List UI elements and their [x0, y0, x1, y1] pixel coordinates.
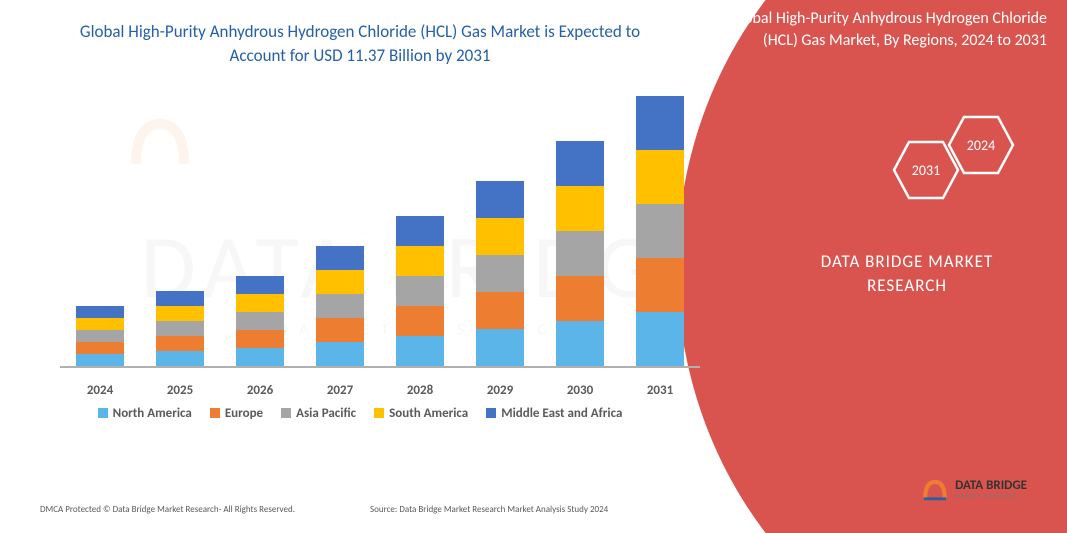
brand-text: DATA BRIDGE MARKET RESEARCH: [807, 250, 1007, 298]
legend-item: South America: [374, 406, 468, 421]
bar-segment: [236, 330, 284, 348]
left-panel: Global High-Purity Anhydrous Hydrogen Ch…: [0, 0, 720, 533]
legend-swatch: [374, 408, 384, 418]
bar-group: [156, 291, 204, 366]
bar-segment: [636, 258, 684, 312]
legend-swatch: [210, 408, 220, 418]
legend-label: North America: [113, 406, 192, 421]
legend-item: Asia Pacific: [281, 406, 356, 421]
bar-segment: [556, 276, 604, 321]
bar-segment: [556, 186, 604, 231]
bar-segment: [236, 312, 284, 330]
brand-logo-text-group: DATA BRIDGE MARKET RESEARCH: [955, 479, 1027, 500]
chart-legend: North America Europe Asia Pacific South Ame…: [0, 406, 720, 421]
bar-segment: [636, 204, 684, 258]
x-axis-label: 2025: [156, 383, 204, 398]
bar-segment: [156, 351, 204, 366]
bar-segment: [76, 330, 124, 342]
x-axis-labels: 2024 2025 2026 2027 2028 2029 2030 2031: [60, 383, 700, 398]
x-axis-label: 2027: [316, 383, 364, 398]
chart-title: Global High-Purity Anhydrous Hydrogen Ch…: [0, 0, 720, 78]
bar-segment: [396, 306, 444, 336]
bar-group: [316, 246, 364, 366]
brand-logo: DATA BRIDGE MARKET RESEARCH: [921, 475, 1027, 503]
bar-segment: [316, 246, 364, 270]
legend-item: Europe: [210, 406, 263, 421]
legend-label: Asia Pacific: [296, 406, 356, 421]
bar-segment: [316, 318, 364, 342]
legend-swatch: [281, 408, 291, 418]
bars-container: [60, 98, 700, 368]
bar-segment: [636, 150, 684, 204]
bar-group: [236, 276, 284, 366]
chart-area: 2024 2025 2026 2027 2028 2029 2030 2031: [60, 88, 700, 398]
hexagon-2024: 2024: [947, 115, 1015, 175]
x-axis-label: 2030: [556, 383, 604, 398]
bar-group: [76, 306, 124, 366]
footer-source: Source: Data Bridge Market Research Mark…: [370, 504, 608, 515]
bar-segment: [236, 294, 284, 312]
brand-logo-sub: MARKET RESEARCH: [955, 492, 1027, 500]
bar-segment: [316, 342, 364, 366]
bar-segment: [556, 321, 604, 366]
bar-segment: [76, 318, 124, 330]
bar-segment: [476, 329, 524, 366]
bar-segment: [236, 276, 284, 294]
hexagon-2031-label: 2031: [912, 162, 940, 179]
bar-segment: [396, 246, 444, 276]
bar-segment: [636, 312, 684, 366]
bar-segment: [156, 336, 204, 351]
bar-group: [476, 181, 524, 366]
bar-segment: [156, 306, 204, 321]
footer-copyright: DMCA Protected © Data Bridge Market Rese…: [40, 504, 295, 515]
bar-segment: [476, 292, 524, 329]
brand-logo-icon: [921, 475, 949, 503]
bar-segment: [156, 291, 204, 306]
legend-item: Middle East and Africa: [486, 406, 622, 421]
bar-segment: [636, 96, 684, 150]
x-axis-label: 2031: [636, 383, 684, 398]
hexagon-2024-label: 2024: [967, 137, 995, 154]
x-axis-label: 2029: [476, 383, 524, 398]
bar-group: [556, 141, 604, 366]
legend-swatch: [486, 408, 496, 418]
legend-label: Middle East and Africa: [501, 406, 622, 421]
right-panel-title: Global High-Purity Anhydrous Hydrogen Ch…: [727, 8, 1047, 51]
bar-segment: [476, 255, 524, 292]
brand-logo-main: DATA BRIDGE: [955, 479, 1027, 492]
right-panel: Global High-Purity Anhydrous Hydrogen Ch…: [677, 0, 1067, 533]
x-axis-label: 2024: [76, 383, 124, 398]
bar-segment: [396, 216, 444, 246]
x-axis-label: 2026: [236, 383, 284, 398]
bar-segment: [556, 141, 604, 186]
bar-segment: [236, 348, 284, 366]
x-axis-label: 2028: [396, 383, 444, 398]
bar-segment: [396, 336, 444, 366]
bar-segment: [76, 306, 124, 318]
bar-segment: [76, 354, 124, 366]
legend-swatch: [98, 408, 108, 418]
bar-segment: [156, 321, 204, 336]
bar-segment: [556, 231, 604, 276]
bar-segment: [76, 342, 124, 354]
bar-segment: [476, 218, 524, 255]
bar-segment: [316, 270, 364, 294]
bar-segment: [316, 294, 364, 318]
bar-group: [396, 216, 444, 366]
legend-label: South America: [389, 406, 468, 421]
legend-label: Europe: [225, 406, 263, 421]
legend-item: North America: [98, 406, 192, 421]
bar-segment: [476, 181, 524, 218]
bar-segment: [396, 276, 444, 306]
bar-group: [636, 96, 684, 366]
